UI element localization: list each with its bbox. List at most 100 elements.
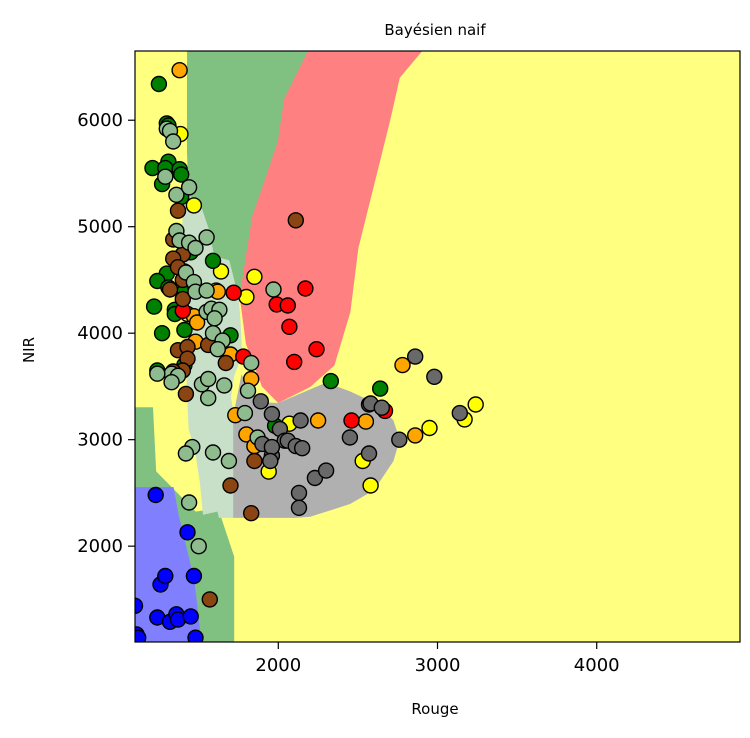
point-lightgreen (209, 341, 227, 358)
point-blue (187, 629, 204, 642)
point-brown (174, 290, 192, 308)
point-red (281, 318, 298, 335)
point-green (150, 75, 168, 93)
point-brown (222, 477, 239, 494)
chart-title: Bayésien naif (384, 21, 486, 39)
point-gray (294, 440, 311, 457)
point-blue (135, 597, 144, 614)
point-blue (179, 524, 196, 541)
point-brown (242, 505, 260, 522)
point-lightgreen (163, 374, 180, 391)
point-lightgreen (187, 239, 204, 257)
point-orange (309, 412, 327, 429)
point-gray (252, 393, 269, 410)
point-blue (135, 629, 147, 642)
point-green (153, 325, 171, 342)
point-green (372, 380, 389, 397)
point-lightgreen (239, 382, 257, 399)
y-axis: 2000 3000 4000 5000 6000 (77, 110, 135, 557)
region-blue-3 (135, 487, 201, 642)
point-brown (169, 202, 187, 219)
point-blue (182, 608, 199, 625)
point-lightgreen (199, 370, 217, 388)
point-yellow (421, 419, 438, 437)
point-orange (394, 356, 411, 374)
point-orange (357, 413, 375, 430)
point-gray (292, 412, 309, 429)
point-lightgreen (220, 452, 238, 470)
point-lightgreen (149, 365, 166, 382)
point-red (343, 412, 360, 429)
point-red (308, 341, 325, 358)
point-brown (177, 385, 195, 403)
point-gray (263, 438, 281, 456)
point-lightgreen (180, 494, 198, 511)
data-points (135, 61, 484, 642)
x-tick-label: 3000 (415, 655, 461, 676)
point-lightgreen (168, 186, 185, 204)
point-gray (360, 445, 378, 462)
point-gray (290, 499, 308, 516)
y-tick-label: 6000 (77, 110, 123, 131)
point-red (225, 284, 242, 301)
point-gray (373, 399, 390, 416)
point-gray (451, 404, 468, 422)
x-tick-label: 4000 (574, 655, 620, 676)
point-gray (341, 429, 359, 446)
point-gray (317, 462, 335, 479)
point-lightgreen (236, 404, 254, 422)
point-lightgreen (198, 229, 215, 246)
point-gray (426, 368, 443, 385)
point-lightgreen (242, 354, 260, 372)
point-lightgreen (199, 389, 217, 407)
point-green (204, 252, 222, 269)
point-gray (407, 348, 424, 365)
point-green (145, 298, 163, 315)
y-tick-label: 2000 (77, 536, 123, 557)
point-yellow (246, 268, 263, 285)
point-green (322, 372, 339, 390)
point-brown (217, 354, 235, 372)
point-gray (290, 484, 308, 502)
point-orange (188, 314, 206, 331)
point-lightgreen (164, 133, 182, 150)
point-gray (391, 431, 408, 448)
point-brown (246, 452, 263, 470)
point-lightgreen (177, 445, 195, 462)
point-lightgreen (198, 282, 215, 299)
point-gray (262, 452, 279, 470)
point-orange (171, 61, 188, 79)
point-gray (263, 405, 281, 423)
x-axis: 2000 3000 4000 (255, 642, 620, 676)
point-red (286, 353, 303, 371)
x-tick-label: 2000 (255, 655, 301, 676)
point-lightgreen (204, 444, 222, 461)
point-brown (201, 591, 219, 608)
point-lightgreen (206, 310, 223, 327)
y-tick-label: 4000 (77, 323, 123, 344)
point-orange (407, 427, 424, 444)
point-brown (287, 212, 304, 229)
y-tick-label: 3000 (77, 430, 123, 451)
point-blue (185, 567, 203, 585)
point-lightgreen (265, 281, 282, 298)
point-brown (161, 281, 179, 298)
point-yellow (362, 477, 379, 494)
point-red (279, 297, 296, 314)
point-lightgreen (190, 538, 207, 555)
point-blue (157, 567, 174, 585)
point-red (297, 280, 314, 297)
point-lightgreen (180, 179, 198, 196)
y-axis-label: NIR (20, 337, 38, 363)
y-tick-label: 5000 (77, 217, 123, 238)
x-axis-label: Rouge (411, 700, 458, 718)
point-green (176, 321, 193, 339)
point-blue (147, 486, 164, 504)
point-green (172, 166, 190, 183)
point-lightgreen (157, 168, 174, 185)
region-red-1 (239, 51, 423, 404)
point-lightgreen (215, 377, 233, 394)
point-gray (306, 469, 324, 487)
point-yellow (467, 396, 484, 413)
